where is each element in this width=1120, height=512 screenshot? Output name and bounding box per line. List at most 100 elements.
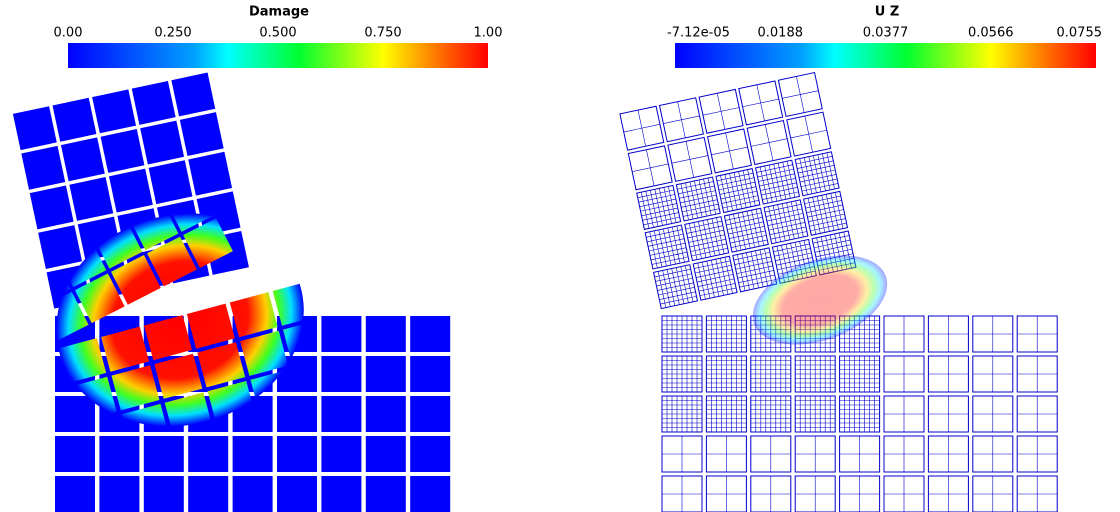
- mesh-cell: [53, 98, 97, 142]
- mesh-cell: [277, 476, 317, 512]
- mesh-subdivision: [706, 476, 746, 512]
- mesh-cell: [188, 476, 228, 512]
- mesh-subdivision: [795, 436, 835, 472]
- mesh-subdivision: [928, 436, 968, 472]
- colorbar-tick-label: 0.0188: [758, 26, 804, 41]
- mesh-cell: [410, 356, 450, 392]
- mesh-cell: [366, 436, 406, 472]
- mesh-cell: [366, 356, 406, 392]
- mesh-subdivision: [706, 356, 746, 392]
- mesh-subdivision: [884, 396, 924, 432]
- colorbar: [675, 43, 1096, 68]
- mesh-subdivision: [973, 316, 1013, 352]
- colorbar-title: U Z: [875, 5, 900, 20]
- mesh-block: [662, 316, 1057, 512]
- mesh-subdivision: [973, 356, 1013, 392]
- mesh-subdivision: [751, 396, 791, 432]
- mesh-subdivision: [928, 396, 968, 432]
- mesh-cell: [277, 436, 317, 472]
- colorbar-tick-label: 0.0566: [968, 26, 1014, 41]
- mesh-cell: [55, 476, 95, 512]
- mesh-cell: [21, 146, 65, 190]
- mesh-subdivision: [751, 476, 791, 512]
- colorbar-tick-label: 1.00: [474, 26, 503, 41]
- mesh-cell: [410, 436, 450, 472]
- mesh-subdivision: [662, 356, 702, 392]
- mesh-cell: [144, 476, 184, 512]
- mesh-cell: [101, 129, 145, 173]
- colorbar-tick-label: 0.750: [364, 26, 401, 41]
- mesh-subdivision: [751, 356, 791, 392]
- mesh-cell: [149, 160, 193, 204]
- mesh-cell: [99, 436, 139, 472]
- colorbar-title: Damage: [249, 5, 309, 20]
- mesh-cell: [92, 89, 136, 133]
- displacement-mesh: [620, 73, 1057, 512]
- damage-mesh: [13, 73, 450, 512]
- mesh-cell: [13, 106, 57, 150]
- mesh-subdivision: [706, 316, 746, 352]
- mesh-subdivision: [884, 476, 924, 512]
- colorbar-tick-label: 0.0377: [863, 26, 909, 41]
- mesh-subdivision: [706, 396, 746, 432]
- mesh-cell: [69, 177, 113, 221]
- mesh-subdivision: [840, 436, 880, 472]
- mesh-cell: [30, 185, 74, 229]
- mesh-cell: [233, 436, 273, 472]
- mesh-subdivision: [928, 476, 968, 512]
- mesh-subdivision: [751, 436, 791, 472]
- mesh-subdivision: [973, 476, 1013, 512]
- mesh-subdivision: [928, 316, 968, 352]
- mesh-cell: [321, 436, 361, 472]
- mesh-subdivision: [884, 436, 924, 472]
- colorbar-tick-label: -7.12e-05: [667, 26, 730, 41]
- mesh-subdivision: [1017, 356, 1057, 392]
- colorbar-tick-label: 0.500: [259, 26, 296, 41]
- mesh-cell: [38, 225, 82, 269]
- mesh-subdivision: [840, 476, 880, 512]
- mesh-subdivision: [1017, 316, 1057, 352]
- screen: Damage U Z 0.00 0.250 0.500 0.750 1.00 -7.12e…: [0, 0, 1120, 512]
- mesh-cell: [410, 476, 450, 512]
- mesh-cell: [366, 396, 406, 432]
- mesh-cell: [140, 121, 184, 165]
- mesh-subdivision: [1017, 436, 1057, 472]
- mesh-subdivision: [840, 356, 880, 392]
- mesh-subdivision: [662, 436, 702, 472]
- mesh-subdivision: [973, 396, 1013, 432]
- mesh-cell: [410, 316, 450, 352]
- colorbar-tick-label: 0.250: [154, 26, 191, 41]
- mesh-subdivision: [884, 316, 924, 352]
- mesh-cell: [277, 396, 317, 432]
- mesh-subdivision: [928, 356, 968, 392]
- mesh-subdivision: [662, 396, 702, 432]
- mesh-subdivision: [840, 396, 880, 432]
- mesh-subdivision: [795, 476, 835, 512]
- mesh-subdivision: [795, 356, 835, 392]
- mesh-subdivision: [1017, 476, 1057, 512]
- mesh-cell: [99, 476, 139, 512]
- mesh-subdivision: [662, 316, 702, 352]
- mesh-cell: [321, 356, 361, 392]
- mesh-cell: [55, 396, 95, 432]
- mesh-subdivision: [662, 476, 702, 512]
- mesh-subdivision: [795, 396, 835, 432]
- mesh-cell: [188, 436, 228, 472]
- mesh-cell: [366, 476, 406, 512]
- mesh-cell: [144, 436, 184, 472]
- mesh-cell: [171, 73, 215, 117]
- colorbar: [68, 43, 488, 68]
- mesh-subdivision: [706, 436, 746, 472]
- colorbar-tick-label: 0.0755: [1057, 26, 1103, 41]
- mesh-cell: [410, 396, 450, 432]
- mesh-cell: [233, 476, 273, 512]
- mesh-subdivision: [973, 436, 1013, 472]
- mesh-cell: [132, 81, 176, 125]
- mesh-cell: [180, 112, 224, 156]
- mesh-cell: [61, 137, 105, 181]
- mesh-cell: [188, 152, 232, 196]
- mesh-cell: [321, 396, 361, 432]
- mesh-cell: [366, 316, 406, 352]
- mesh-cell: [109, 169, 153, 213]
- colorbar-tick-label: 0.00: [54, 26, 83, 41]
